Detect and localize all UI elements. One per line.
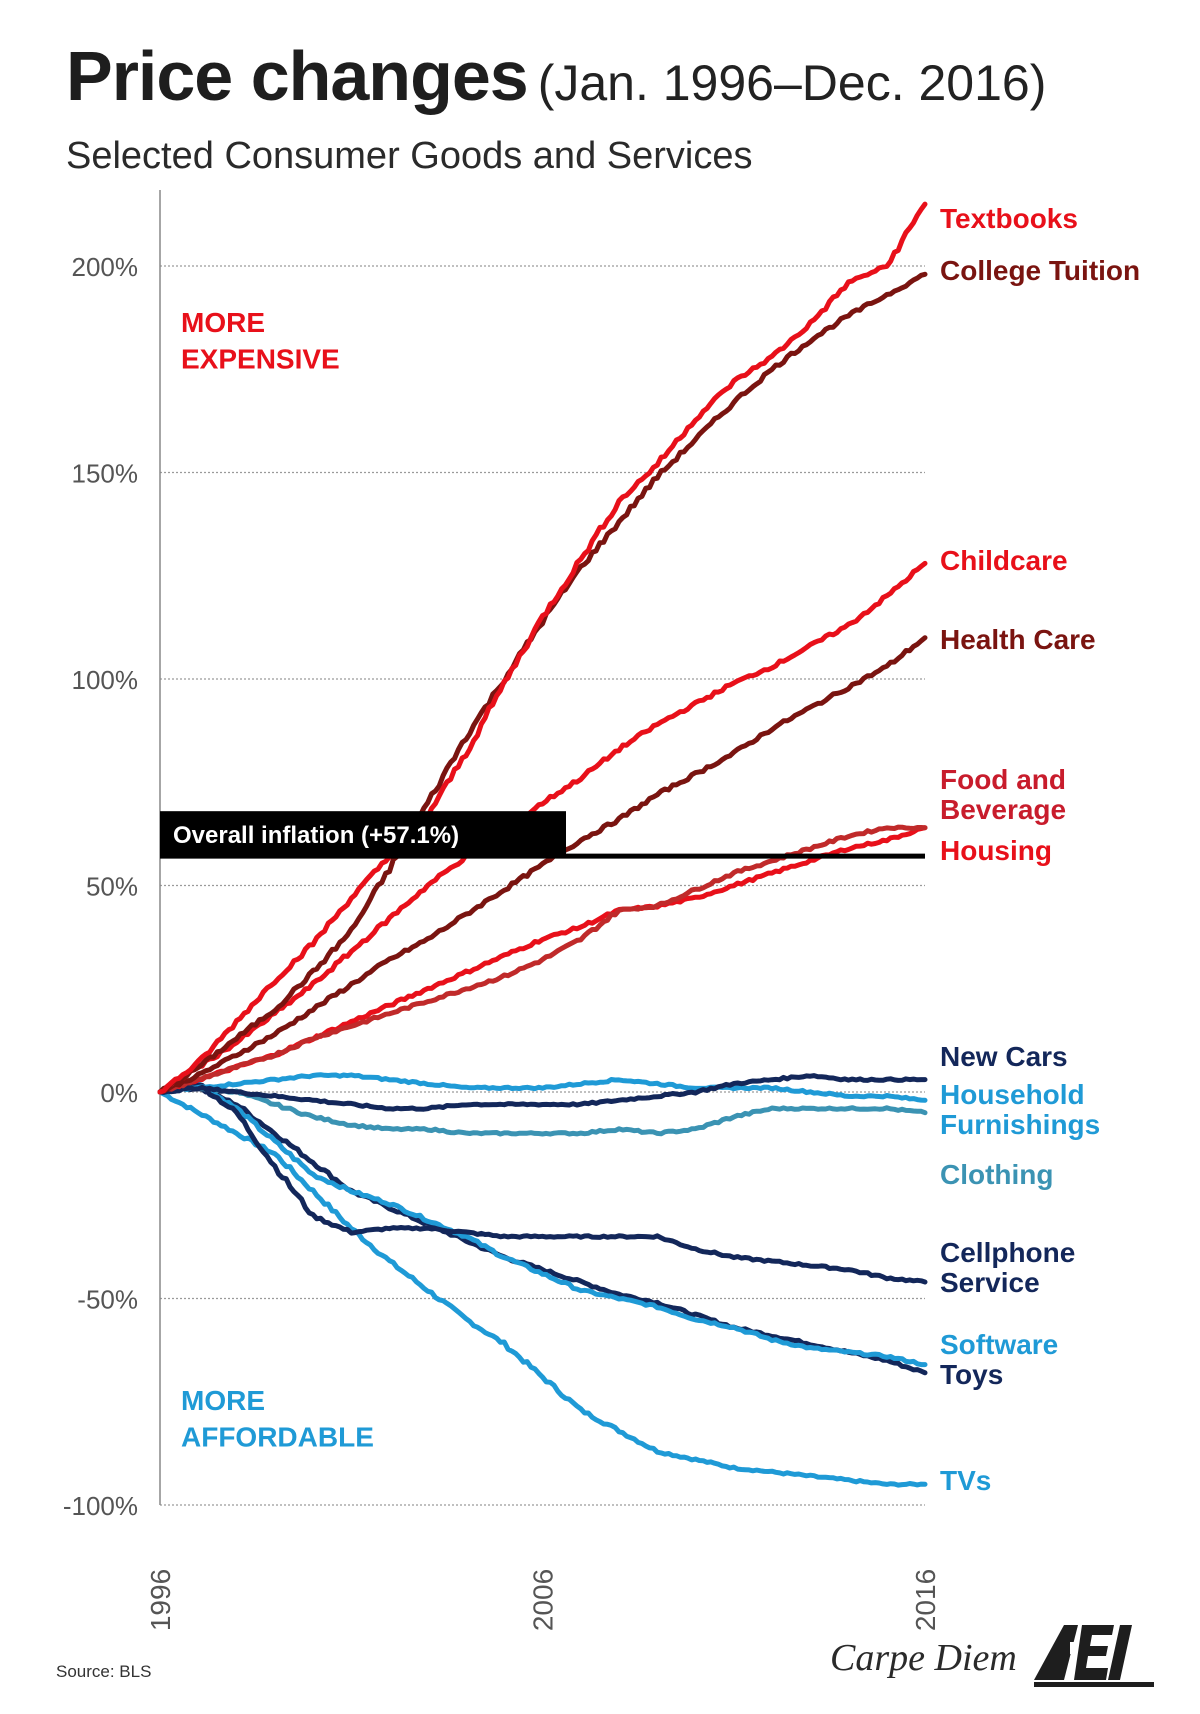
series-label-software: Software — [940, 1329, 1058, 1360]
y-tick-label: 150% — [72, 459, 139, 489]
y-tick-label: 100% — [72, 665, 139, 695]
aei-logo-icon — [1034, 1625, 1154, 1687]
y-tick-label: 200% — [72, 252, 139, 282]
y-tick-label: 0% — [100, 1078, 138, 1108]
x-tick-label: 2006 — [528, 1569, 559, 1631]
chart-title-main: Price changes — [66, 37, 529, 115]
series-label-toys: Toys — [940, 1359, 1003, 1390]
series-label-household-furnishings: Household Furnishings — [940, 1079, 1100, 1140]
chart-title-range: (Jan. 1996–Dec. 2016) — [537, 55, 1047, 111]
chart-subtitle: Selected Consumer Goods and Services — [66, 135, 753, 177]
series-label-health-care: Health Care — [940, 624, 1096, 655]
more-affordable-label: MORE AFFORDABLE — [181, 1385, 374, 1452]
series-line-food-and-beverage — [157, 824, 928, 1095]
series-line-tvs — [157, 1089, 928, 1488]
series-line-cellphone-service — [157, 1082, 928, 1285]
series-label-clothing: Clothing — [940, 1159, 1054, 1190]
series-line-textbooks — [157, 201, 928, 1095]
series-label-textbooks: Textbooks — [940, 203, 1078, 234]
y-tick-label: -100% — [63, 1491, 138, 1521]
series-label-housing: Housing — [940, 835, 1052, 866]
series-label-new-cars: New Cars — [940, 1041, 1068, 1072]
series-line-college-tuition — [157, 271, 928, 1095]
series-label-college-tuition: College Tuition — [940, 255, 1140, 286]
series-label-cellphone-service: Cellphone Service — [940, 1237, 1075, 1298]
overall-inflation-label: Overall inflation (+57.1%) — [173, 822, 459, 849]
brand-carpe-diem: Carpe Diem — [830, 1637, 1017, 1679]
series-label-childcare: Childcare — [940, 545, 1068, 576]
x-tick-label: 2016 — [910, 1569, 941, 1631]
y-tick-label: 50% — [86, 872, 138, 902]
series-label-food-and-beverage: Food and Beverage — [940, 764, 1066, 825]
series-line-clothing — [157, 1085, 928, 1137]
series-line-new-cars — [157, 1073, 928, 1112]
series-line-household-furnishings — [157, 1072, 928, 1103]
x-tick-label: 1996 — [145, 1569, 176, 1631]
source-note: Source: BLS — [56, 1662, 152, 1681]
chart-title: Price changes (Jan. 1996–Dec. 2016) — [66, 36, 1046, 116]
series-line-health-care — [157, 635, 928, 1095]
series-line-childcare — [157, 560, 928, 1095]
series-label-tvs: TVs — [940, 1465, 991, 1496]
overall-inflation-box — [160, 811, 566, 857]
series-line-toys — [157, 1086, 928, 1376]
y-tick-label: -50% — [77, 1285, 138, 1315]
more-expensive-label: MORE EXPENSIVE — [181, 307, 340, 374]
series-line-software — [157, 1081, 928, 1368]
